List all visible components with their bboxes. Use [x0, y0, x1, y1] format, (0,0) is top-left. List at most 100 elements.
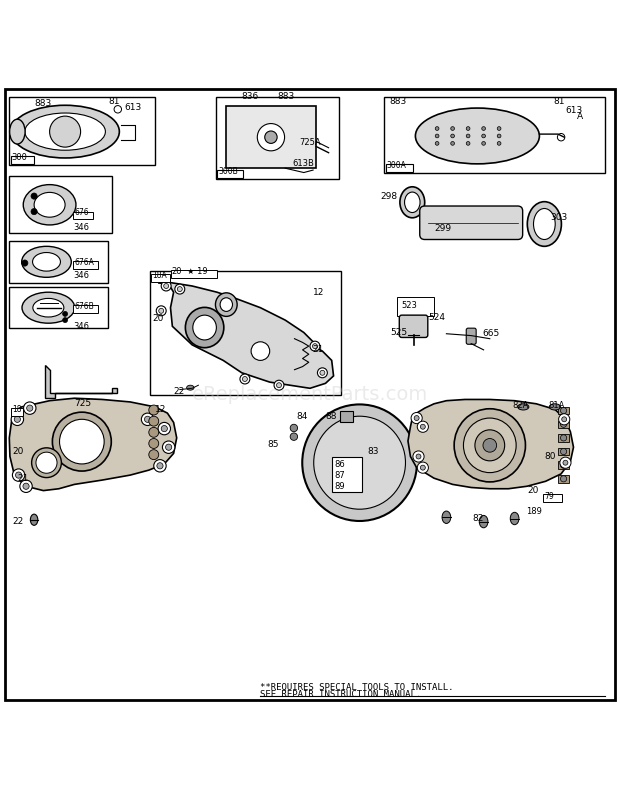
Text: SEE REPAIR INSTRUCTION MANUAL.: SEE REPAIR INSTRUCTION MANUAL.: [260, 690, 422, 699]
Text: 20: 20: [172, 267, 182, 276]
Circle shape: [420, 424, 425, 429]
Ellipse shape: [34, 193, 65, 217]
Circle shape: [411, 413, 422, 424]
Text: 12: 12: [155, 405, 166, 414]
Circle shape: [274, 380, 284, 390]
Ellipse shape: [302, 405, 417, 521]
Circle shape: [16, 472, 22, 478]
Circle shape: [242, 376, 247, 381]
Text: 82: 82: [472, 514, 484, 523]
Text: 883: 883: [389, 97, 407, 107]
Circle shape: [466, 141, 470, 145]
Text: 12: 12: [313, 288, 324, 297]
Ellipse shape: [30, 514, 38, 525]
Ellipse shape: [220, 297, 232, 312]
Ellipse shape: [185, 308, 224, 348]
Text: 523: 523: [401, 301, 417, 310]
Text: 613B: 613B: [293, 159, 314, 168]
Text: 84: 84: [296, 412, 308, 421]
Circle shape: [149, 450, 159, 460]
Ellipse shape: [33, 298, 64, 317]
Bar: [558, 448, 569, 455]
Circle shape: [161, 281, 171, 291]
Polygon shape: [45, 365, 117, 398]
Text: 836: 836: [242, 92, 259, 102]
Bar: [73, 305, 98, 312]
Bar: [9, 241, 108, 283]
Circle shape: [560, 457, 571, 469]
Circle shape: [317, 368, 327, 378]
Circle shape: [310, 341, 320, 351]
Ellipse shape: [475, 430, 505, 461]
Circle shape: [166, 444, 172, 451]
Ellipse shape: [25, 113, 105, 150]
Circle shape: [482, 141, 485, 145]
Circle shape: [257, 124, 285, 151]
Text: 665: 665: [482, 329, 500, 338]
Ellipse shape: [314, 417, 405, 509]
Text: 300B: 300B: [218, 167, 238, 176]
Circle shape: [435, 127, 439, 130]
Bar: [217, 170, 243, 178]
Circle shape: [417, 462, 428, 473]
Polygon shape: [408, 399, 574, 488]
Circle shape: [497, 127, 501, 130]
Text: 300A: 300A: [387, 161, 407, 170]
Text: 303: 303: [551, 213, 568, 222]
Ellipse shape: [22, 246, 71, 277]
Circle shape: [175, 284, 185, 294]
Text: 346: 346: [73, 322, 89, 331]
Bar: [386, 164, 413, 172]
Bar: [340, 411, 353, 422]
Text: 21: 21: [312, 346, 324, 354]
Circle shape: [312, 344, 317, 349]
Circle shape: [157, 462, 163, 469]
Circle shape: [159, 308, 164, 313]
Circle shape: [114, 106, 122, 113]
Text: 525: 525: [391, 328, 408, 337]
Text: 189: 189: [526, 507, 542, 515]
Circle shape: [560, 448, 567, 454]
Circle shape: [154, 460, 166, 472]
Circle shape: [416, 454, 421, 459]
Circle shape: [557, 133, 565, 141]
Ellipse shape: [36, 452, 57, 473]
Ellipse shape: [193, 315, 216, 340]
Circle shape: [497, 141, 501, 145]
Circle shape: [451, 141, 454, 145]
Text: 300: 300: [12, 153, 28, 162]
Ellipse shape: [10, 119, 25, 144]
Circle shape: [144, 417, 151, 422]
Text: 18: 18: [12, 405, 21, 413]
Circle shape: [435, 134, 439, 138]
Circle shape: [560, 421, 567, 428]
Bar: [216, 97, 339, 179]
Text: 883: 883: [278, 92, 295, 102]
Circle shape: [63, 318, 68, 323]
Circle shape: [149, 428, 159, 437]
Circle shape: [149, 439, 159, 448]
Text: 88: 88: [326, 412, 337, 421]
Text: 85: 85: [268, 439, 280, 449]
Ellipse shape: [518, 404, 529, 410]
Text: 346: 346: [73, 271, 89, 280]
Text: 725A: 725A: [299, 138, 321, 148]
Circle shape: [50, 116, 81, 147]
Circle shape: [265, 131, 277, 144]
Text: 87: 87: [335, 470, 345, 480]
Text: 81: 81: [553, 97, 565, 107]
Circle shape: [149, 405, 159, 415]
Ellipse shape: [32, 448, 61, 477]
Bar: [558, 407, 569, 414]
Text: 20: 20: [527, 486, 538, 495]
Bar: [332, 457, 362, 492]
Circle shape: [240, 374, 250, 384]
Ellipse shape: [479, 515, 488, 528]
Circle shape: [560, 476, 567, 482]
Circle shape: [12, 469, 25, 481]
Text: 613: 613: [124, 103, 141, 112]
Circle shape: [149, 417, 159, 426]
Ellipse shape: [32, 252, 61, 271]
Text: **REQUIRES SPECIAL TOOLS TO INSTALL.: **REQUIRES SPECIAL TOOLS TO INSTALL.: [260, 682, 454, 692]
Text: 298: 298: [381, 192, 398, 200]
